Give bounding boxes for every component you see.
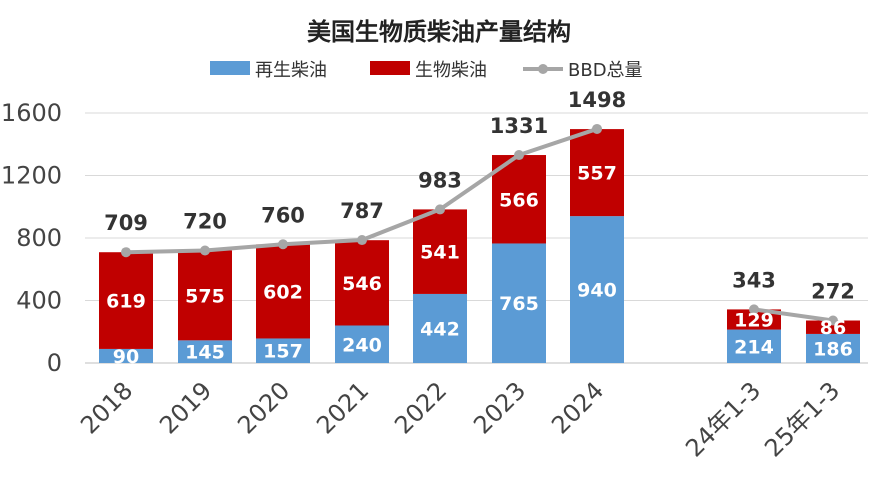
legend-label: BBD总量: [568, 60, 643, 81]
total-point: [357, 235, 367, 246]
data-label-renewable-diesel: 157: [263, 341, 303, 363]
data-label-renewable-diesel: 442: [420, 318, 460, 340]
data-label-biodiesel: 546: [342, 273, 382, 295]
total-line-path: [753, 307, 834, 323]
bar-renewable-diesel: [335, 325, 389, 363]
data-label-biodiesel: 541: [420, 242, 460, 264]
data-label-biodiesel: 619: [106, 291, 146, 313]
legend-swatch: [370, 61, 410, 75]
total-point: [278, 239, 288, 250]
bar-renewable-diesel: [727, 329, 781, 363]
total-point: [828, 315, 838, 326]
bar-biodiesel: [413, 209, 467, 294]
data-label-biodiesel: 566: [499, 189, 539, 211]
bar-renewable-diesel: [178, 340, 232, 363]
total-label: 1331: [490, 114, 548, 138]
data-label-biodiesel: 575: [185, 285, 225, 307]
x-tick-label: 2021: [311, 376, 374, 439]
y-tick-label: 400: [16, 287, 62, 315]
total-label: 272: [811, 280, 855, 304]
y-axis: 0 400 800 1200 1600: [1, 99, 62, 377]
data-label-biodiesel: 86: [820, 317, 846, 339]
bar-biodiesel: [335, 240, 389, 326]
x-tick-label: 25年1-3: [759, 376, 845, 462]
total-label: 760: [261, 203, 305, 227]
total-label: 983: [418, 168, 462, 192]
legend-label: 生物柴油: [415, 60, 487, 81]
total-label: 720: [183, 210, 227, 234]
total-point: [435, 204, 445, 215]
x-tick-label: 24年1-3: [680, 376, 766, 462]
data-label-biodiesel: 129: [734, 309, 774, 331]
total-point: [749, 304, 759, 315]
y-tick-label: 800: [16, 224, 62, 252]
legend-marker: [538, 64, 548, 74]
legend-swatch: [210, 61, 250, 75]
data-labels: 90 619 145 575 157 602 240 546 442 541 765 566 940 55…: [104, 88, 855, 368]
data-label-biodiesel: 557: [577, 163, 617, 185]
bar-renewable-diesel: [256, 338, 310, 363]
legend: 再生柴油 生物柴油 BBD总量: [210, 60, 643, 81]
total-label: 1498: [568, 88, 626, 112]
data-label-renewable-diesel: 240: [342, 334, 382, 356]
data-label-biodiesel: 602: [263, 281, 303, 303]
bar-renewable-diesel: [492, 243, 546, 363]
x-tick-label: 2023: [468, 376, 531, 439]
y-tick-label: 0: [47, 349, 62, 377]
bar-renewable-diesel: [413, 293, 467, 363]
bar-biodiesel: [99, 252, 153, 349]
data-label-renewable-diesel: 765: [499, 293, 539, 315]
total-label: 709: [104, 211, 148, 235]
total-label: 787: [340, 199, 384, 223]
bar-biodiesel: [570, 129, 624, 217]
data-label-renewable-diesel: 940: [577, 280, 617, 302]
x-tick-label: 2020: [232, 376, 295, 439]
bar-biodiesel: [178, 250, 232, 341]
bar-renewable-diesel: [570, 216, 624, 363]
total-point: [592, 123, 602, 134]
total-point: [121, 247, 131, 258]
x-tick-label: 2019: [154, 376, 217, 439]
total-point: [200, 245, 210, 256]
legend-label: 再生柴油: [255, 60, 327, 81]
bar-renewable-diesel: [99, 348, 153, 363]
bar-biodiesel: [256, 244, 310, 339]
bar-renewable-diesel: [806, 333, 860, 363]
x-tick-label: 2024: [546, 376, 609, 439]
total-line: [121, 123, 838, 326]
total-label: 343: [732, 268, 776, 292]
y-tick-label: 1200: [1, 162, 62, 190]
bars: [99, 129, 860, 363]
y-tick-label: 1600: [1, 99, 62, 127]
data-label-renewable-diesel: 90: [113, 346, 139, 368]
total-point: [514, 150, 524, 161]
chart-title: 美国生物质柴油产量结构: [307, 18, 571, 46]
x-tick-label: 2018: [75, 376, 138, 439]
x-tick-label: 2022: [389, 376, 452, 439]
bar-biodiesel: [727, 309, 781, 330]
data-label-renewable-diesel: 145: [185, 342, 225, 364]
data-label-renewable-diesel: 186: [813, 338, 853, 360]
data-label-renewable-diesel: 214: [734, 336, 774, 358]
bar-biodiesel: [806, 320, 860, 334]
